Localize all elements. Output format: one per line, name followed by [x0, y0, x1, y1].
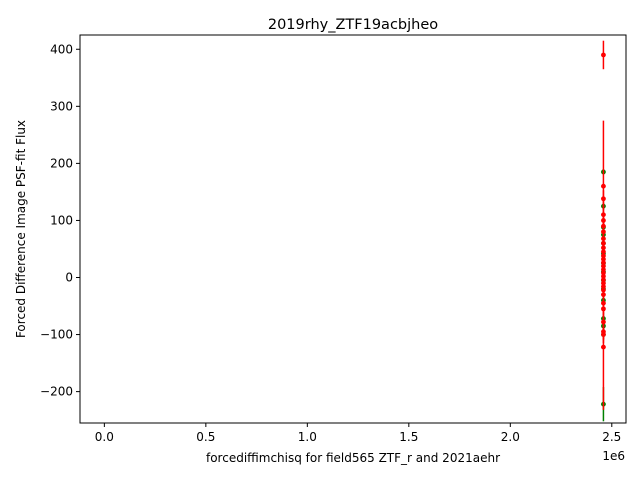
- x-tick-label: 0.5: [196, 430, 215, 444]
- data-point: [601, 245, 606, 251]
- y-tick-label: 100: [50, 213, 73, 227]
- x-tick-label: 0.0: [95, 430, 114, 444]
- x-tick-label: 2.0: [501, 430, 520, 444]
- y-tick-label: 0: [65, 271, 73, 285]
- data-point: [601, 212, 606, 218]
- plot-frame: [79, 34, 627, 424]
- y-tick-label: 300: [50, 99, 73, 113]
- data-point: [601, 319, 606, 325]
- data-point: [601, 277, 606, 283]
- data-marks: [601, 40, 606, 422]
- data-point: [601, 240, 606, 246]
- x-tick-label: 1.0: [298, 430, 317, 444]
- data-point: [601, 280, 606, 286]
- data-point: [601, 287, 606, 293]
- data-point: [601, 270, 606, 276]
- x-axis-label: forcediffimchisq for field565 ZTF_r and …: [206, 451, 500, 465]
- x-axis: 0.0 0.5 1.0 1.5 2.0 2.5: [95, 423, 621, 444]
- data-point: [601, 196, 606, 202]
- data-point: [601, 229, 606, 235]
- data-point: [601, 52, 606, 58]
- y-tick-label: 400: [50, 42, 73, 56]
- x-tick-label: 2.5: [602, 430, 621, 444]
- data-point: [601, 256, 606, 262]
- data-point: [601, 223, 606, 229]
- data-point: [601, 183, 606, 189]
- data-point: [601, 306, 606, 312]
- data-point: [601, 300, 606, 306]
- data-point: [601, 332, 606, 337]
- data-point: [601, 292, 606, 298]
- y-axis-label: Forced Difference Image PSF-fit Flux: [14, 120, 28, 338]
- x-axis-offset-label: 1e6: [602, 449, 625, 463]
- y-tick-label: −200: [40, 385, 73, 399]
- data-point: [601, 249, 606, 255]
- data-point: [601, 260, 606, 266]
- data-point: [601, 253, 606, 259]
- data-point: [601, 273, 606, 279]
- data-point: [601, 236, 606, 242]
- y-tick-label: 200: [50, 156, 73, 170]
- y-axis: −200 −100 0 100 200 300 400: [40, 42, 80, 399]
- data-point: [601, 267, 606, 272]
- data-point: [601, 218, 606, 223]
- data-point: [601, 344, 606, 350]
- x-tick-label: 1.5: [399, 430, 418, 444]
- data-point: [601, 284, 606, 290]
- y-tick-label: −100: [40, 328, 73, 342]
- series-1: [601, 40, 606, 410]
- chart-title: 2019rhy_ZTF19acbjheo: [268, 17, 438, 33]
- data-point: [601, 263, 606, 269]
